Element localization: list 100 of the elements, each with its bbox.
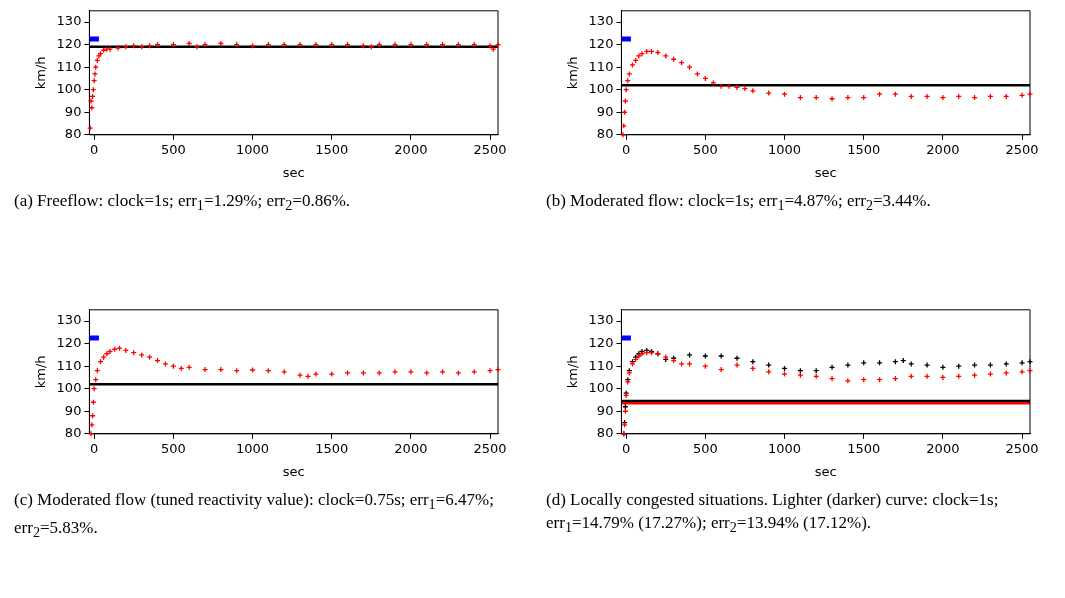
point [138,351,145,359]
point [908,360,915,368]
text: (d) Locally congested situations. Lighter (darker) curve: clock=1s; err$_{1}$=14.79% (17.27%); err$_{2}$=13.94% (17.12%). [545,489,1000,538]
x-axis-title: sec [282,164,305,180]
point [423,369,430,377]
point [87,124,94,132]
point [939,364,947,371]
point [162,360,169,368]
point [106,348,114,355]
point [923,361,931,369]
point [629,61,636,69]
point [1026,91,1034,98]
point [106,45,114,53]
point [494,366,502,373]
point [391,368,399,375]
x-tick-label: 0 [90,141,99,157]
point [710,79,717,87]
y-tick-label: 100 [588,380,614,396]
point [312,41,320,48]
point [733,84,741,91]
x-tick-label: 2500 [473,440,507,456]
point [486,367,494,374]
point [741,85,749,92]
point [494,41,502,48]
point [694,70,701,78]
x-tick-label: 500 [160,440,186,456]
x-tick-label: 1500 [315,440,349,456]
y-tick-label: 110 [56,58,82,74]
x-axis-title: sec [282,463,305,479]
point [939,94,947,101]
y-tick-label: 120 [56,35,82,51]
y-tick-label: 120 [56,334,82,350]
point [304,373,312,380]
point [765,361,772,369]
point [376,369,383,377]
point [490,45,497,53]
point [87,97,95,105]
y-tick-label: 130 [56,13,82,29]
point [368,43,375,51]
x-tick-label: 1000 [235,141,270,157]
point [662,52,669,60]
point [312,370,320,378]
point [923,93,931,100]
x-tick-label: 2000 [926,141,960,157]
point [486,42,494,49]
point [249,366,256,374]
point [201,41,209,48]
y-tick-label: 80 [64,126,82,142]
point [828,364,836,371]
point [987,361,994,369]
x-tick-label: 1500 [315,141,349,157]
point [733,355,741,362]
point [146,354,153,361]
point [686,351,693,359]
point [622,97,629,105]
point [1026,367,1034,374]
y-tick-label: 100 [588,81,614,97]
point [844,377,852,384]
x-tick-label: 2000 [926,440,960,456]
x-tick-label: 0 [622,141,631,157]
y-tick-label: 90 [596,103,614,119]
y-tick-label: 110 [56,357,82,373]
y-tick-label: 90 [64,402,82,418]
x-tick-label: 1000 [767,141,802,157]
point [678,360,685,368]
y-tick-label: 90 [596,402,614,418]
point [217,40,225,47]
x-axis-title: sec [814,463,837,479]
point [844,94,852,101]
point [939,374,947,381]
point [1018,92,1026,99]
text: (c) Moderated flow (tuned reactivity value): clock=0.75s; err$_{1}$=6.47%; err$_{2}$=5.83%. [14,490,494,541]
point [749,87,757,94]
point [455,369,462,377]
x-tick-label: 500 [692,440,718,456]
y-tick-label: 80 [596,126,614,142]
point [749,358,757,365]
x-axis-title: sec [814,164,837,180]
x-tick-label: 1000 [235,440,270,456]
point [360,369,367,377]
point [296,372,304,379]
x-tick-label: 2500 [1005,141,1039,157]
y-tick-label: 100 [56,81,82,97]
point [638,50,646,57]
y-tick-label: 130 [588,312,614,328]
point [1018,359,1026,366]
y-tick-label: 130 [588,13,614,29]
x-tick-label: 0 [90,440,99,456]
point [1003,360,1010,368]
point [391,41,399,48]
point [407,368,415,375]
point [702,352,709,360]
point [725,83,733,90]
x-tick-label: 1500 [847,440,881,456]
y-axis-title: km/h [33,56,49,90]
point [828,95,836,102]
point [844,361,852,369]
point [828,375,836,382]
x-tick-label: 2000 [394,141,428,157]
y-tick-label: 100 [56,380,82,396]
